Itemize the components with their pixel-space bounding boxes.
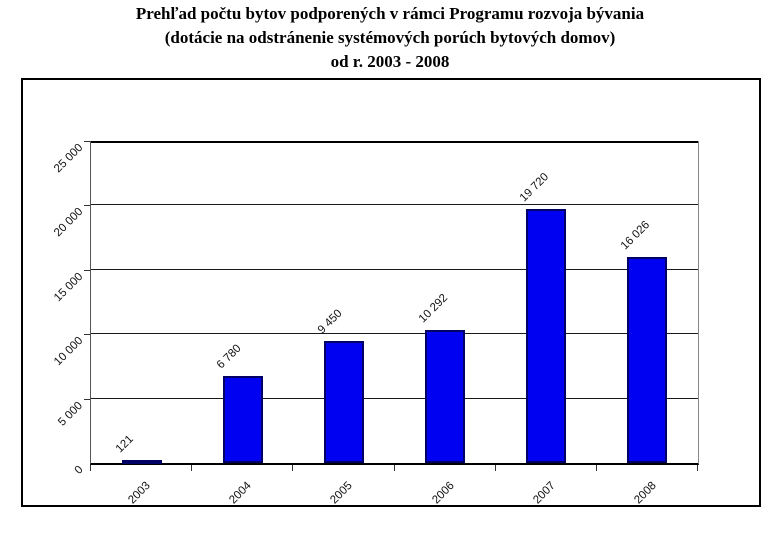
y-axis-tick-mark <box>84 205 90 207</box>
gridline <box>91 141 698 143</box>
y-axis-tick-mark <box>84 398 90 400</box>
x-axis-tick-mark <box>494 465 496 471</box>
x-axis-tick-mark <box>90 465 91 471</box>
x-axis-tick-mark <box>393 465 395 471</box>
x-axis-tick-label: 2005 <box>328 479 356 507</box>
x-axis-tick-mark <box>595 465 597 471</box>
x-axis-tick-label: 2007 <box>530 479 558 507</box>
gridline <box>91 333 698 335</box>
gridline <box>91 397 698 399</box>
y-axis-tick-label: 15 000 <box>51 270 86 304</box>
bar-2006 <box>425 330 466 463</box>
y-axis-tick-mark <box>84 334 90 336</box>
plot-area <box>90 141 699 465</box>
bar-2004 <box>222 375 263 463</box>
gridline <box>91 204 698 206</box>
x-axis-tick-mark <box>292 465 294 471</box>
y-axis-tick-label: 10 000 <box>51 334 86 369</box>
gridline <box>91 268 698 270</box>
bar-2003 <box>121 459 162 464</box>
y-axis-tick-mark <box>84 269 90 271</box>
x-axis-tick-label: 2004 <box>227 479 254 507</box>
x-axis-tick-label: 2008 <box>632 479 659 507</box>
bar-2005 <box>323 341 364 463</box>
y-axis-tick-label: 0 <box>72 463 86 477</box>
bar-2008 <box>627 256 668 463</box>
x-axis-tick-label: 2006 <box>429 479 457 507</box>
y-axis-tick-label: 20 000 <box>51 206 86 240</box>
x-axis-tick-mark <box>697 465 698 471</box>
chart-title-line2: (dotácie na odstránenie systémových porú… <box>164 28 616 47</box>
chart-title: Prehľad počtu bytov podporených v rámci … <box>0 2 780 74</box>
x-axis-tick-mark <box>191 465 193 471</box>
y-axis-tick-label: 5 000 <box>56 399 86 429</box>
y-axis-tick-mark <box>84 141 90 142</box>
chart-title-line3: od r. 2003 - 2008 <box>330 52 450 71</box>
y-axis-tick-label: 25 000 <box>51 141 86 176</box>
chart-title-line1: Prehľad počtu bytov podporených v rámci … <box>135 4 645 23</box>
x-axis-tick-label: 2003 <box>126 479 153 507</box>
bar-2007 <box>526 209 567 463</box>
